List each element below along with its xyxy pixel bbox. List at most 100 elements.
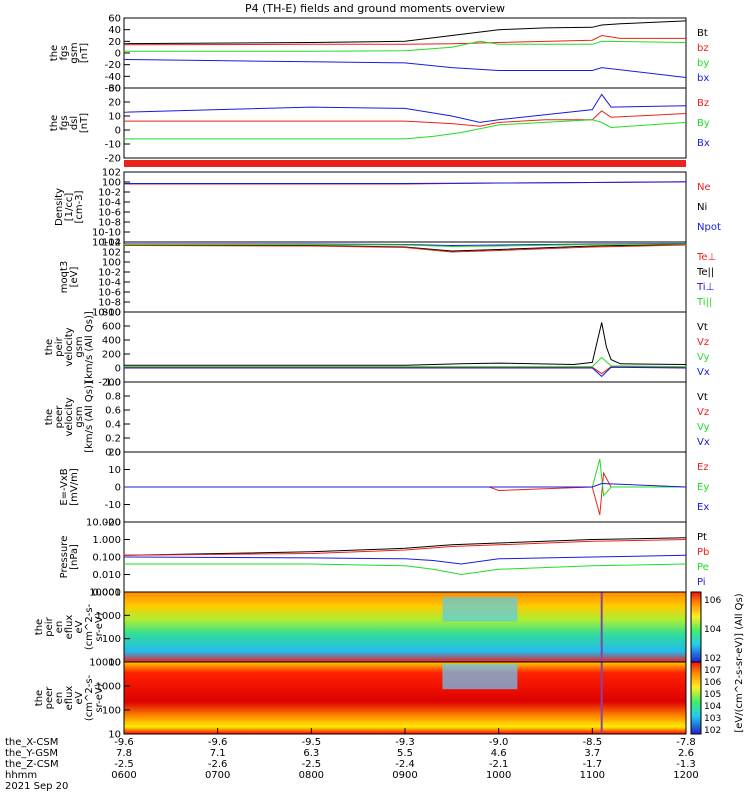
timeaxis-value: 5.5 [397,748,413,759]
ytick-label: 0 [115,483,121,494]
ytick-label: 10 [108,112,121,123]
ylabel-line: the [34,619,45,635]
series-Bt [123,20,687,45]
timeaxis-value: -2.4 [395,759,415,770]
ytick-label: 0.6 [105,406,121,417]
panel-1 [123,87,687,159]
series-Ez [124,471,686,516]
colorbar-tick: 106 [704,678,721,688]
timeaxis-value: -9.6 [208,737,228,748]
ytick-label: 400 [102,336,121,347]
timeaxis-value: 1100 [580,770,605,781]
legend-Pe: Pe [697,562,709,573]
spectrogram-feature [442,664,518,690]
ytick-label: 100 [102,706,121,717]
ylabel-line: E=-VxB [59,468,70,505]
legend-by: by [697,58,709,69]
ytick-label: 600 [102,322,121,333]
timeaxis-value: 7.1 [210,748,226,759]
ylabel-line: the [44,339,55,355]
legend-Vz: Vz [697,407,709,418]
legend-Vy: Vy [697,422,710,433]
colorbar-0 [690,591,702,663]
ytick-label: 100 [102,178,121,189]
ylabel-line: [km/s (All Qs)] [84,311,95,383]
ytick-label: 10 [108,465,121,476]
legend-Vx: Vx [697,437,710,448]
series-By [124,119,687,140]
ylabel-line: gsm [69,42,80,63]
ytick-label: 102 [102,168,121,179]
ytick-label: 100 [102,634,121,645]
colorbar-tick: 102 [704,654,721,664]
series-Te⊥ [123,244,687,253]
ytick-label: 10.000 [86,518,121,529]
ylabel-line: peer [44,686,55,710]
spectrogram-image [124,592,686,662]
ylabel-line: [nT] [79,113,90,133]
ytick-label: 10-2 [98,188,121,199]
ytick-label: 20 [108,37,121,48]
ylabel-line: fgs [59,45,70,60]
legend-Ez: Ez [697,462,709,473]
timeaxis-value: -9.5 [302,737,322,748]
panel-7 [123,451,687,523]
red-band-bar [124,160,686,167]
ytick-label: 10 [108,730,121,741]
ytick-label: -60 [105,84,121,95]
ytick-label: -40 [105,72,121,83]
panel-10 [123,661,687,735]
legend-Te⊥: Te⊥ [696,252,716,263]
ytick-label: -20 [105,154,121,165]
colorbar-tick: 105 [704,690,721,700]
legend-Bt: Bt [697,28,708,39]
series-Vx [124,366,687,378]
timeaxis-value: 1000 [486,770,511,781]
ytick-label: 10-2 [98,268,121,279]
timeaxis-value: -2.6 [208,759,228,770]
panel-0 [123,17,687,89]
ylabel-line: [eV] [69,267,80,288]
series-Pe [124,563,687,576]
ylabel-line: eV [74,620,85,633]
ylabel-line: dsl [69,116,80,130]
timeaxis-value: 0700 [205,770,230,781]
ylabel-line: eV [74,691,85,704]
ylabel-line: [cm-3] [74,190,85,223]
legend-Ex: Ex [697,502,709,513]
timeaxis-value: -2.5 [114,759,134,770]
timeaxis-value: -9.3 [395,737,415,748]
colorbar-1 [690,661,702,735]
timeaxis-value: -1.3 [676,759,696,770]
panel-8 [123,521,687,593]
legend-Ti||: Ti|| [696,297,712,308]
series-Pt [123,537,687,556]
legend-Ey: Ey [697,482,709,493]
timeaxis-value: -7.8 [676,737,696,748]
panel-frame [123,381,687,453]
ytick-label: 10-10 [92,308,121,319]
ytick-label: 10000 [89,588,121,599]
ytick-label: 1000 [96,611,121,622]
ylabel-line: peir [54,336,65,356]
ylabel-line: moqt3 [59,261,70,294]
panel-4 [123,241,687,313]
legend-Ti⊥: Ti⊥ [696,282,714,293]
timeaxis-value: -2.1 [489,759,509,770]
ylabel-line: the [49,45,60,61]
timeaxis-value: 2.6 [678,748,694,759]
legend-Te||: Te|| [696,267,714,278]
series-Vz [124,366,687,375]
colorbar-tick: 102 [704,726,721,736]
panel-frame [123,241,687,313]
ylabel-line: en [54,621,65,634]
spectrogram-feature [442,597,518,622]
timeaxis-value: -9.6 [114,737,134,748]
colorbar-tick: 106 [704,596,721,606]
ytick-label: 10-12 [92,238,121,249]
series-Pb [123,539,687,556]
legend-Ni: Ni [697,202,707,213]
date-label: 2021 Sep 20 [5,781,68,792]
ytick-label: 0.8 [105,392,121,403]
ytick-label: 102 [102,248,121,259]
